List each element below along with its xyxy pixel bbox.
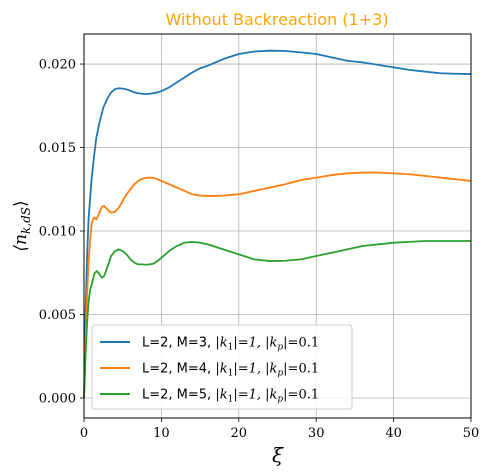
legend-label-3: L=2, M=5, |k1|=1, |kp|=0.1: [142, 388, 319, 405]
x-axis-label: ξ: [272, 443, 284, 467]
series-lines: [83, 49, 472, 399]
x-tick-label: 40: [385, 426, 402, 441]
legend: L=2, M=3, |k1|=1, |kp|=0.1 L=2, M=4, |k1|…: [91, 324, 353, 410]
series-line-3: [83, 240, 471, 399]
plot-frame: [83, 33, 472, 419]
legend-label-1: L=2, M=3, |k1|=1, |kp|=0.1: [142, 336, 319, 353]
chart-title: Without Backreaction (1+3): [165, 10, 388, 29]
y-tick-label: 0.000: [39, 391, 76, 406]
legend-box: [91, 324, 353, 410]
x-tick-label: 10: [153, 426, 170, 441]
y-tick-label: 0.010: [39, 225, 76, 240]
x-tick-label: 30: [308, 426, 325, 441]
x-tick-label: 50: [463, 426, 480, 441]
x-tick-label: 20: [231, 426, 248, 441]
y-tick-label: 0.005: [39, 308, 76, 323]
y-axis-label: ⟨nk,dS⟩: [11, 200, 33, 251]
x-axis-ticks: 0 10 20 30 40 50: [80, 418, 479, 441]
series-line-2: [83, 171, 472, 398]
y-tick-label: 0.020: [39, 58, 76, 73]
y-axis-ticks: 0.000 0.005 0.010 0.015 0.020: [39, 58, 84, 406]
legend-label-2: L=2, M=4, |k1|=1, |kp|=0.1: [142, 362, 319, 379]
x-tick-label: 0: [80, 426, 88, 441]
series-line-1: [83, 49, 472, 398]
y-tick-label: 0.015: [39, 141, 76, 156]
